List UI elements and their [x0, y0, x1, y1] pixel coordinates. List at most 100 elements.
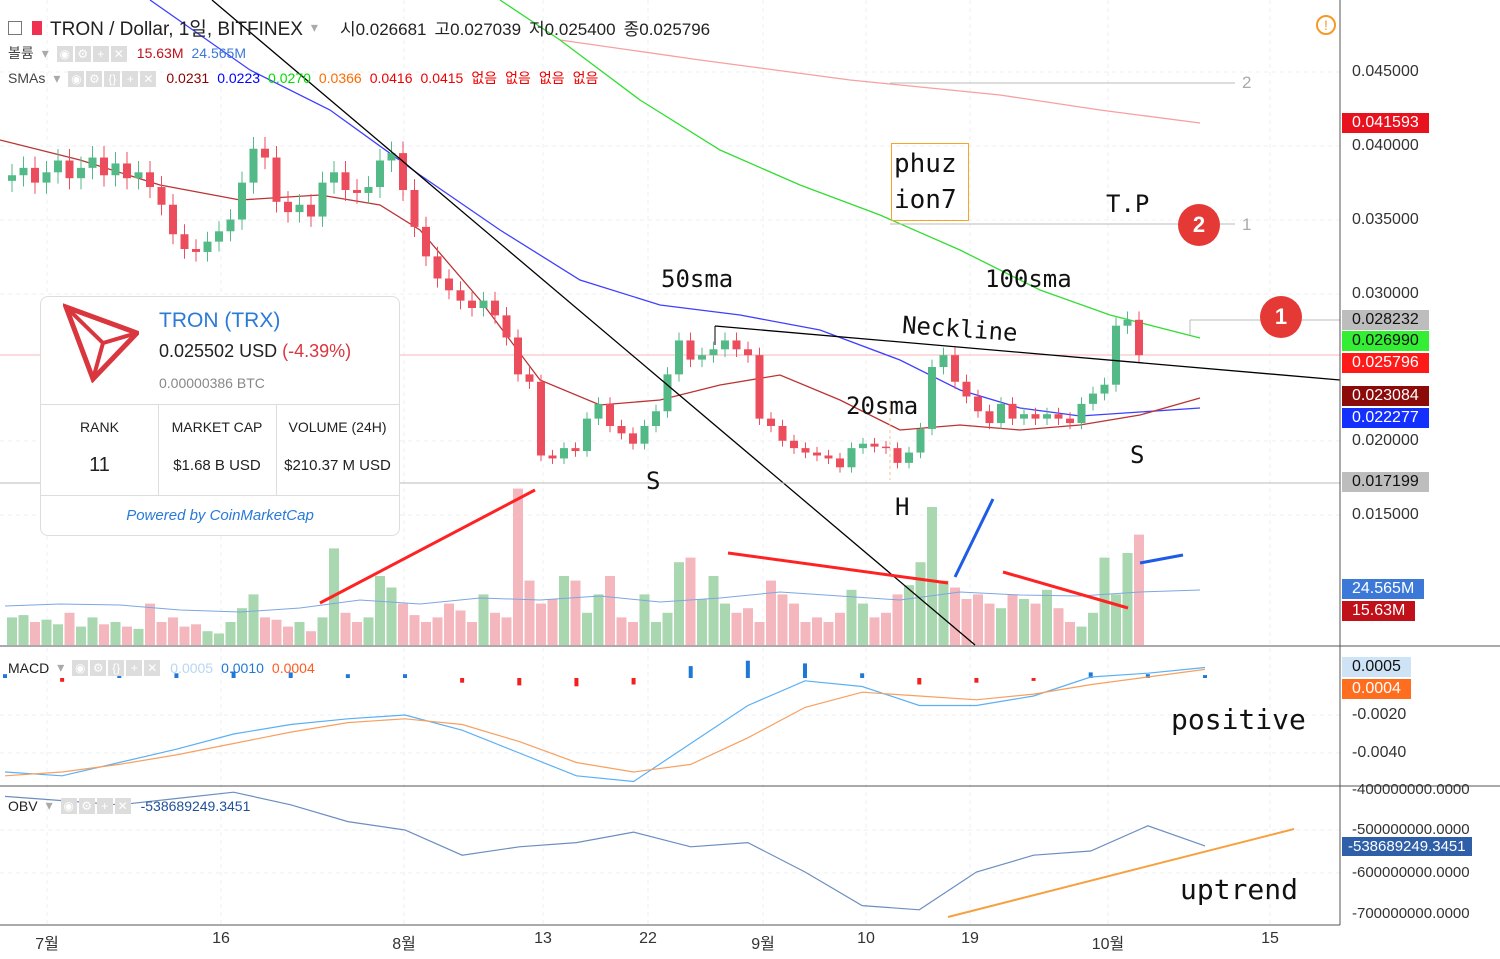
candle — [548, 455, 557, 459]
macd-hist-bar — [231, 671, 236, 678]
sma-value: 없음 — [471, 70, 498, 86]
annotation-author-box[interactable]: phuz ion7 — [891, 143, 969, 221]
candle — [1066, 418, 1074, 424]
annotation-50sma[interactable]: 50sma — [661, 265, 734, 293]
volume-bar — [662, 612, 673, 645]
market-cap-label: MARKET CAP — [171, 419, 263, 435]
gear-icon[interactable]: ⚙ — [74, 45, 91, 62]
annotation-100sma[interactable]: 100sma — [985, 265, 1072, 293]
price-tag: 0.022277 — [1342, 408, 1429, 428]
annotation-shoulder-right[interactable]: S — [1130, 441, 1145, 469]
candle — [997, 403, 1005, 424]
coin-btc-price: 0.00000386 BTC — [159, 375, 265, 391]
macd-tick: -0.0020 — [1352, 706, 1407, 723]
coin-name-link[interactable]: TRON (TRX) — [159, 309, 281, 332]
volume-bar — [490, 612, 500, 645]
symbol-legend: TRON / Dollar, 1일, BITFINEX ▾ 시0.026681 … — [8, 14, 710, 41]
macd-label[interactable]: MACD — [8, 659, 50, 676]
volume-bar — [168, 617, 178, 645]
eye-icon[interactable]: ◉ — [60, 798, 77, 814]
plus-icon[interactable]: + — [96, 798, 113, 814]
candle — [1112, 325, 1120, 385]
candle — [445, 278, 453, 291]
time-tick: 8월 — [392, 936, 416, 953]
candle — [353, 190, 361, 193]
gear-icon[interactable]: ⚙ — [78, 798, 95, 814]
volume-label[interactable]: 볼륨 — [8, 45, 34, 61]
collapse-icon[interactable] — [8, 20, 22, 35]
candle — [157, 187, 166, 205]
volume-bar — [812, 617, 822, 645]
macd-hist-bar — [803, 663, 807, 678]
candle — [962, 381, 971, 397]
eye-icon[interactable]: ◉ — [68, 70, 85, 87]
close-icon[interactable]: ✕ — [110, 45, 127, 62]
candle — [261, 148, 269, 158]
candle — [54, 160, 62, 173]
candle — [537, 381, 545, 456]
plus-icon[interactable]: + — [126, 660, 143, 676]
annotation-uptrend[interactable]: uptrend — [1180, 873, 1299, 906]
price-tick: 0.015000 — [1352, 506, 1419, 523]
macd-hist-bar — [60, 678, 65, 682]
annotation-shoulder-left[interactable]: S — [646, 467, 661, 495]
flag-icon[interactable] — [32, 20, 42, 35]
ohlc-close: 종0.025796 — [623, 20, 711, 39]
annotation-take-profit[interactable]: T.P — [1106, 190, 1150, 218]
chevron-down-icon[interactable]: ▾ — [310, 19, 318, 35]
volume-bar — [1111, 594, 1121, 645]
neckline-line[interactable] — [714, 325, 1341, 381]
gear-icon[interactable]: ⚙ — [90, 660, 107, 676]
tron-logo-icon — [63, 303, 139, 383]
volume-bar — [409, 615, 420, 645]
volume-bars — [7, 488, 1144, 645]
price-tag: 0.025796 — [1342, 353, 1429, 373]
volume-legend: 볼륨 ▾ ◉ ⚙ + ✕ 15.63M 24.565M — [8, 44, 246, 62]
volume-bar — [835, 612, 845, 645]
symbol-title[interactable]: TRON / Dollar, 1일, BITFINEX — [50, 19, 303, 40]
candle — [847, 448, 856, 468]
trendline-descending[interactable] — [211, 0, 976, 646]
powered-by-link[interactable]: Powered by CoinMarketCap — [126, 507, 314, 524]
close-icon[interactable]: ✕ — [140, 70, 157, 87]
price-tag: 0.017199 — [1342, 472, 1429, 492]
volume-trend-blue-2 — [1139, 553, 1184, 565]
candle — [514, 337, 522, 375]
marker-2[interactable]: 2 — [1178, 204, 1220, 246]
eye-icon[interactable]: ◉ — [72, 660, 89, 676]
volume-bar — [823, 622, 834, 645]
close-icon[interactable]: ✕ — [114, 798, 131, 814]
candle — [1123, 319, 1132, 326]
candle — [859, 443, 867, 449]
eye-icon[interactable]: ◉ — [56, 45, 73, 62]
annotation-positive[interactable]: positive — [1171, 703, 1306, 736]
sma-label[interactable]: SMAs — [8, 70, 46, 86]
alert-icon[interactable]: ! — [1316, 15, 1336, 35]
plus-icon[interactable]: + — [92, 45, 109, 62]
marker-1[interactable]: 1 — [1260, 296, 1302, 338]
volume-trend-blue-1 — [953, 498, 995, 578]
volume-bar — [524, 580, 535, 645]
candle — [203, 241, 212, 252]
gear-icon[interactable]: ⚙ — [86, 70, 103, 87]
annotation-20sma[interactable]: 20sma — [846, 392, 919, 420]
candle — [893, 448, 902, 463]
volume-bar — [156, 622, 167, 645]
candle — [652, 411, 660, 426]
close-icon[interactable]: ✕ — [144, 660, 161, 676]
code-icon[interactable]: {} — [108, 660, 125, 676]
volume-bar — [421, 622, 431, 645]
market-cap-value: $1.68 B USD — [173, 457, 261, 474]
macd-value: 0.0010 — [221, 659, 264, 676]
code-icon[interactable]: {} — [104, 70, 121, 87]
annotation-head[interactable]: H — [895, 493, 910, 521]
volume-bar — [1042, 589, 1052, 645]
macd-hist-bar — [403, 674, 407, 678]
plus-icon[interactable]: + — [122, 70, 139, 87]
volume-bar — [455, 610, 466, 645]
obv-label[interactable]: OBV — [8, 797, 38, 814]
macd-hist-bar — [1031, 678, 1036, 681]
price-candles — [8, 136, 1143, 473]
time-tick: 16 — [212, 930, 230, 947]
